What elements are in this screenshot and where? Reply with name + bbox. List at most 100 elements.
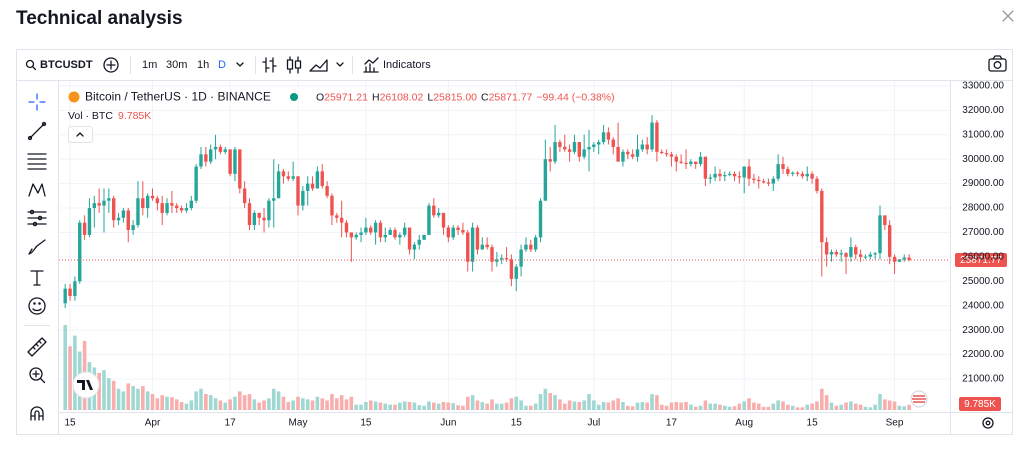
candle-body [854, 247, 858, 255]
interval-active[interactable]: D [218, 59, 226, 71]
measure-tool[interactable] [27, 337, 47, 357]
candle-body [630, 154, 635, 157]
candle-body [150, 195, 155, 199]
trendline-tool[interactable] [27, 121, 47, 141]
volume-bar [562, 403, 567, 410]
symbol-description: Bitcoin / TetherUS · 1D · BINANCE [85, 90, 271, 104]
volume-bar [752, 402, 756, 410]
interval[interactable]: 30m [166, 59, 187, 71]
candle-body [660, 151, 664, 154]
brush-tool[interactable] [28, 239, 46, 255]
pattern-tool[interactable] [28, 183, 46, 197]
volume-bar [480, 402, 485, 410]
candle-body [509, 259, 514, 279]
volume-bar [698, 405, 703, 410]
candle-body [306, 183, 310, 191]
magnet-tool[interactable] [30, 406, 44, 421]
zoom-tool[interactable] [29, 367, 46, 384]
volume-bar [470, 395, 475, 410]
candle-body [621, 151, 625, 162]
candle-body [359, 232, 363, 235]
volume-bar [461, 405, 465, 410]
volume-bar [262, 400, 266, 410]
volume-bar [121, 391, 126, 410]
style-menu[interactable] [336, 62, 344, 67]
emoji-tool[interactable] [28, 297, 46, 315]
candle-body [107, 198, 111, 201]
compare-button[interactable] [103, 57, 119, 73]
candle-body [727, 173, 732, 176]
candle-body [364, 227, 368, 233]
ohlc-label: H [372, 91, 380, 103]
candle-body [616, 146, 620, 162]
x-tick-label: Jul [587, 418, 600, 429]
volume-bar [116, 388, 121, 410]
candle-body [257, 212, 261, 218]
volume-bar [606, 402, 611, 410]
symbol-name[interactable]: BTCUSDT [40, 59, 93, 71]
x-tick-label: 17 [225, 418, 237, 429]
volume-bar [359, 404, 363, 410]
volume-bar [490, 399, 494, 410]
candle-body [485, 244, 489, 248]
text-tool[interactable] [30, 270, 44, 286]
candle-body [514, 266, 518, 279]
volume-bar [849, 401, 853, 410]
fib-tool[interactable] [27, 153, 47, 170]
candles-style[interactable] [286, 56, 302, 74]
volume-bar [892, 401, 897, 410]
volume-bar [863, 406, 868, 410]
candle-body [388, 230, 392, 235]
candle-body [883, 215, 887, 226]
candle-body [800, 173, 805, 177]
interval-menu[interactable] [236, 62, 244, 67]
candle-body [262, 217, 266, 221]
candle-body [432, 205, 436, 216]
candle-body [296, 176, 300, 206]
volume-bar [218, 400, 223, 410]
volume-bar [145, 391, 150, 410]
volume-bar [204, 394, 208, 410]
volume-bar [432, 402, 436, 410]
volume-bar [170, 397, 174, 410]
coin-icon [68, 91, 80, 103]
x-tick-label: 15 [511, 418, 523, 429]
candle-body [601, 132, 606, 143]
volume-bar [194, 391, 198, 410]
volume-bar [839, 404, 843, 410]
candle-body [126, 210, 130, 231]
candle-body [344, 222, 349, 233]
volume-bar [538, 394, 543, 410]
volume-bar [635, 402, 640, 410]
candle-body [742, 166, 746, 178]
interval[interactable]: 1m [142, 59, 157, 71]
crosshair-tool[interactable] [28, 93, 46, 111]
snapshot-button[interactable] [988, 55, 1007, 72]
interval[interactable]: 1h [197, 59, 209, 71]
search-icon[interactable] [25, 59, 37, 71]
volume-title: Vol · BTC [68, 110, 113, 122]
candle-body [112, 198, 116, 221]
candle-body [199, 154, 203, 167]
volume-bar [679, 402, 683, 410]
indicators-button[interactable]: Indicators [383, 59, 431, 71]
collapse-legend[interactable] [68, 126, 93, 143]
volume-bar [703, 400, 708, 410]
volume-bar [800, 407, 805, 410]
candle-body [102, 200, 106, 206]
candle-body [873, 253, 877, 255]
x-tick-label: May [289, 418, 308, 429]
close-button[interactable] [1002, 10, 1014, 22]
indicators-icon[interactable] [363, 57, 379, 73]
volume-bar [616, 398, 620, 410]
volume-bar [267, 398, 271, 410]
candle-body [160, 203, 164, 213]
volume-bar [650, 394, 654, 410]
volume-bar [795, 407, 800, 410]
area-style[interactable] [309, 59, 328, 72]
forecast-tool[interactable] [27, 209, 47, 227]
volume-bar [238, 391, 242, 410]
settings-button[interactable] [982, 417, 994, 429]
bars-style[interactable] [262, 57, 277, 73]
